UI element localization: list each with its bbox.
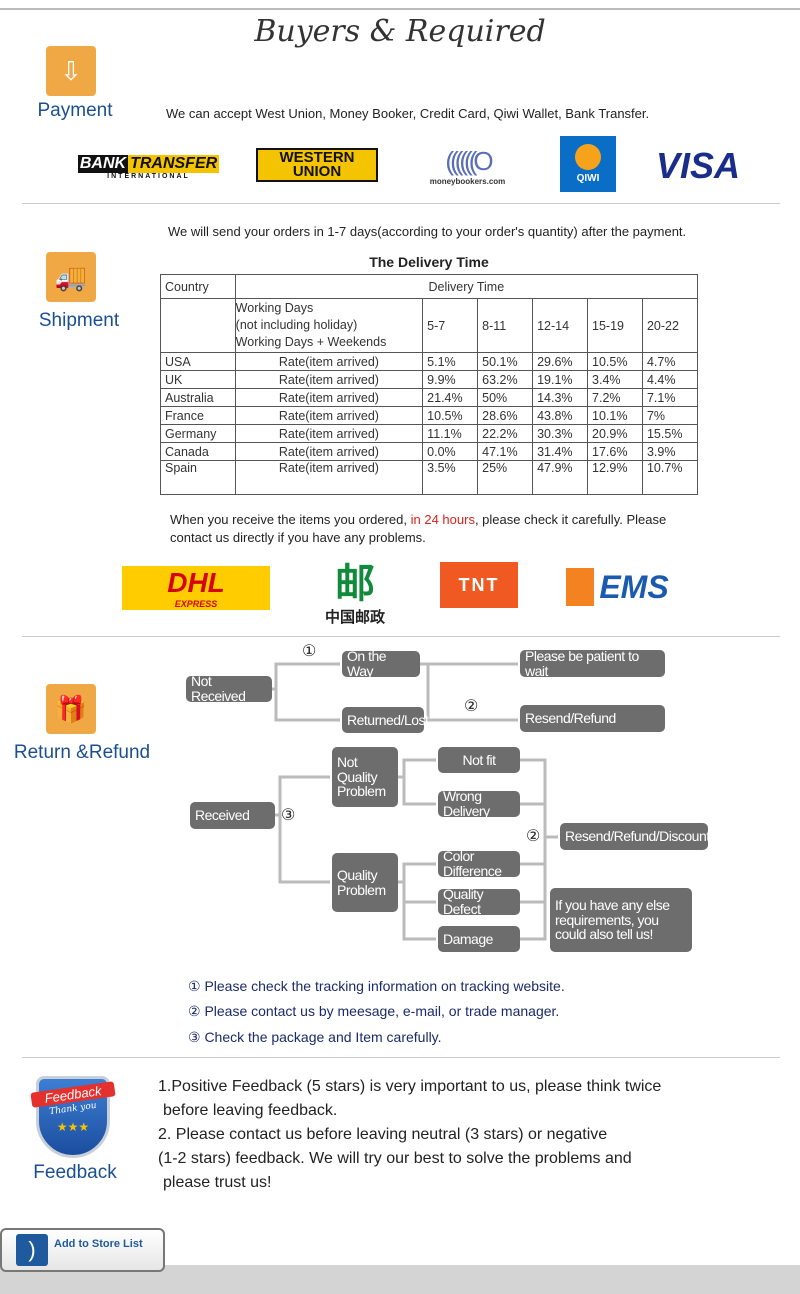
- payment-label: Payment: [37, 100, 113, 121]
- truck-icon: 🚚: [46, 252, 96, 302]
- shipment-label: Shipment: [38, 310, 120, 331]
- rss-icon: ): [16, 1234, 48, 1266]
- feedback-line-5: please trust us!: [163, 1174, 272, 1191]
- node-damage: Damage: [438, 926, 520, 952]
- node-not-received: Not Received: [186, 674, 272, 703]
- rate-value-cell: 28.6%: [477, 406, 534, 425]
- download-tray-icon: ⇩: [46, 46, 96, 96]
- table-row: Canada Rate(item arrived) 0.0% 47.1% 31.4% 17…: [160, 442, 699, 461]
- country-cell: Germany: [160, 424, 236, 443]
- rate-label-cell: Rate(item arrived): [234, 442, 424, 461]
- visa-logo: VISA: [655, 145, 741, 186]
- feedback-line-4: (1-2 stars) feedback. We will try our be…: [158, 1150, 632, 1167]
- rate-value-cell: 25%: [477, 460, 534, 495]
- table-row: Australia Rate(item arrived) 21.4% 50% 14.3%…: [160, 388, 699, 407]
- node-not-fit: Not fit: [438, 747, 520, 773]
- add-to-store-list-button[interactable]: ) Add to Store List: [0, 1228, 165, 1272]
- refund-label: Return &Refund: [13, 742, 151, 763]
- rate-value-cell: 3.5%: [422, 460, 479, 495]
- table-row: USA Rate(item arrived) 5.1% 50.1% 29.6% 10.5%…: [160, 352, 699, 371]
- rate-value-cell: 12.9%: [587, 460, 643, 495]
- payment-text: We can accept West Union, Money Booker, …: [166, 106, 650, 121]
- mark-one: ①: [302, 643, 317, 660]
- country-cell: Australia: [160, 388, 236, 407]
- node-resend-refund-discount: Resend/Refund/Discount: [560, 823, 710, 850]
- node-patient: Please be patient to wait: [520, 648, 665, 678]
- node-wrong-delivery: Wrong Delivery: [438, 789, 520, 818]
- rate-value-cell: 4.4%: [641, 370, 699, 389]
- ems-logo: EMS: [566, 568, 674, 606]
- tnt-logo: TNT: [440, 562, 518, 608]
- rate-label-cell: Rate(item arrived): [234, 352, 424, 371]
- gift-box-icon: 🎁: [46, 684, 96, 734]
- delivery-table: Country Delivery Time Working Days (not in…: [160, 274, 699, 495]
- note-3: ③ Check the package and Item carefully.: [188, 1029, 442, 1045]
- rate-value-cell: 19.1%: [532, 370, 589, 389]
- table-title: The Delivery Time: [369, 254, 489, 270]
- top-divider: [0, 8, 800, 10]
- divider: [22, 636, 780, 637]
- shipment-intro: We will send your orders in 1-7 days(acc…: [168, 224, 687, 239]
- rate-value-cell: 47.9%: [532, 460, 589, 495]
- rate-value-cell: 47.1%: [477, 442, 534, 461]
- feedback-line-1: 1.Positive Feedback (5 stars) is very im…: [158, 1078, 662, 1095]
- rate-label-cell: Rate(item arrived): [234, 460, 424, 495]
- rate-value-cell: 31.4%: [532, 442, 589, 461]
- rate-value-cell: 7.1%: [641, 388, 699, 407]
- node-color-difference: Color Difference: [438, 849, 520, 878]
- node-returned-lost: Returned/Lost: [342, 707, 429, 733]
- page-title: Buyers & Required: [254, 14, 546, 49]
- bank-transfer-logo: BANK TRANSFER INTERNATIONAL: [77, 154, 220, 180]
- country-cell: UK: [160, 370, 236, 389]
- node-quality-defect: Quality Defect: [438, 887, 520, 916]
- feedback-line-2: before leaving feedback.: [163, 1102, 338, 1119]
- add-to-store-list-label: Add to Store List: [54, 1238, 143, 1250]
- divider: [22, 1057, 780, 1058]
- rate-value-cell: 0.0%: [422, 442, 479, 461]
- node-else-requirements: If you have any else requirements, you c…: [550, 888, 692, 952]
- feedback-badge-icon: Feedback Thank you ★★★: [30, 1076, 116, 1158]
- divider: [22, 203, 780, 204]
- rate-value-cell: 29.6%: [532, 352, 589, 371]
- note-1: ① Please check the tracking information …: [188, 978, 565, 994]
- note-2: ② Please contact us by meesage, e-mail, …: [188, 1003, 560, 1019]
- rate-value-cell: 11.1%: [422, 424, 479, 443]
- receive-notice: When you receive the items you ordered, …: [170, 512, 667, 545]
- table-row: Spain Rate(item arrived) 3.5% 25% 47.9% 12.9%…: [160, 460, 699, 495]
- node-on-the-way: On the Way: [342, 649, 420, 678]
- header-delivery-time: Delivery Time: [234, 274, 699, 299]
- flowchart-connectors: [272, 662, 558, 941]
- feedback-line-3: 2. Please contact us before leaving neut…: [158, 1126, 608, 1143]
- country-cell: Spain: [160, 460, 236, 495]
- western-union-logo: WESTERN UNION: [256, 148, 378, 182]
- mark-two: ②: [464, 698, 479, 715]
- qiwi-logo: QIWI: [560, 136, 616, 192]
- rate-value-cell: 10.7%: [641, 460, 699, 495]
- china-post-logo: 邮中国邮政: [324, 561, 385, 626]
- node-resend-refund: Resend/Refund: [520, 705, 665, 732]
- rate-value-cell: 10.5%: [587, 352, 643, 371]
- feedback-label: Feedback: [33, 1162, 117, 1183]
- node-not-quality: Not Quality Problem: [332, 747, 398, 807]
- node-quality: Quality Problem: [332, 853, 398, 912]
- table-row: France Rate(item arrived) 10.5% 28.6% 43.8% 1…: [160, 406, 699, 425]
- mark-two: ②: [526, 828, 541, 845]
- moneybookers-logo: ((((((O moneybookers.com: [429, 146, 506, 186]
- rate-value-cell: 21.4%: [422, 388, 479, 407]
- node-received: Received: [190, 802, 275, 829]
- rate-value-cell: 50.1%: [477, 352, 534, 371]
- mark-three: ③: [281, 807, 296, 824]
- dhl-logo: DHL EXPRESS: [122, 566, 270, 610]
